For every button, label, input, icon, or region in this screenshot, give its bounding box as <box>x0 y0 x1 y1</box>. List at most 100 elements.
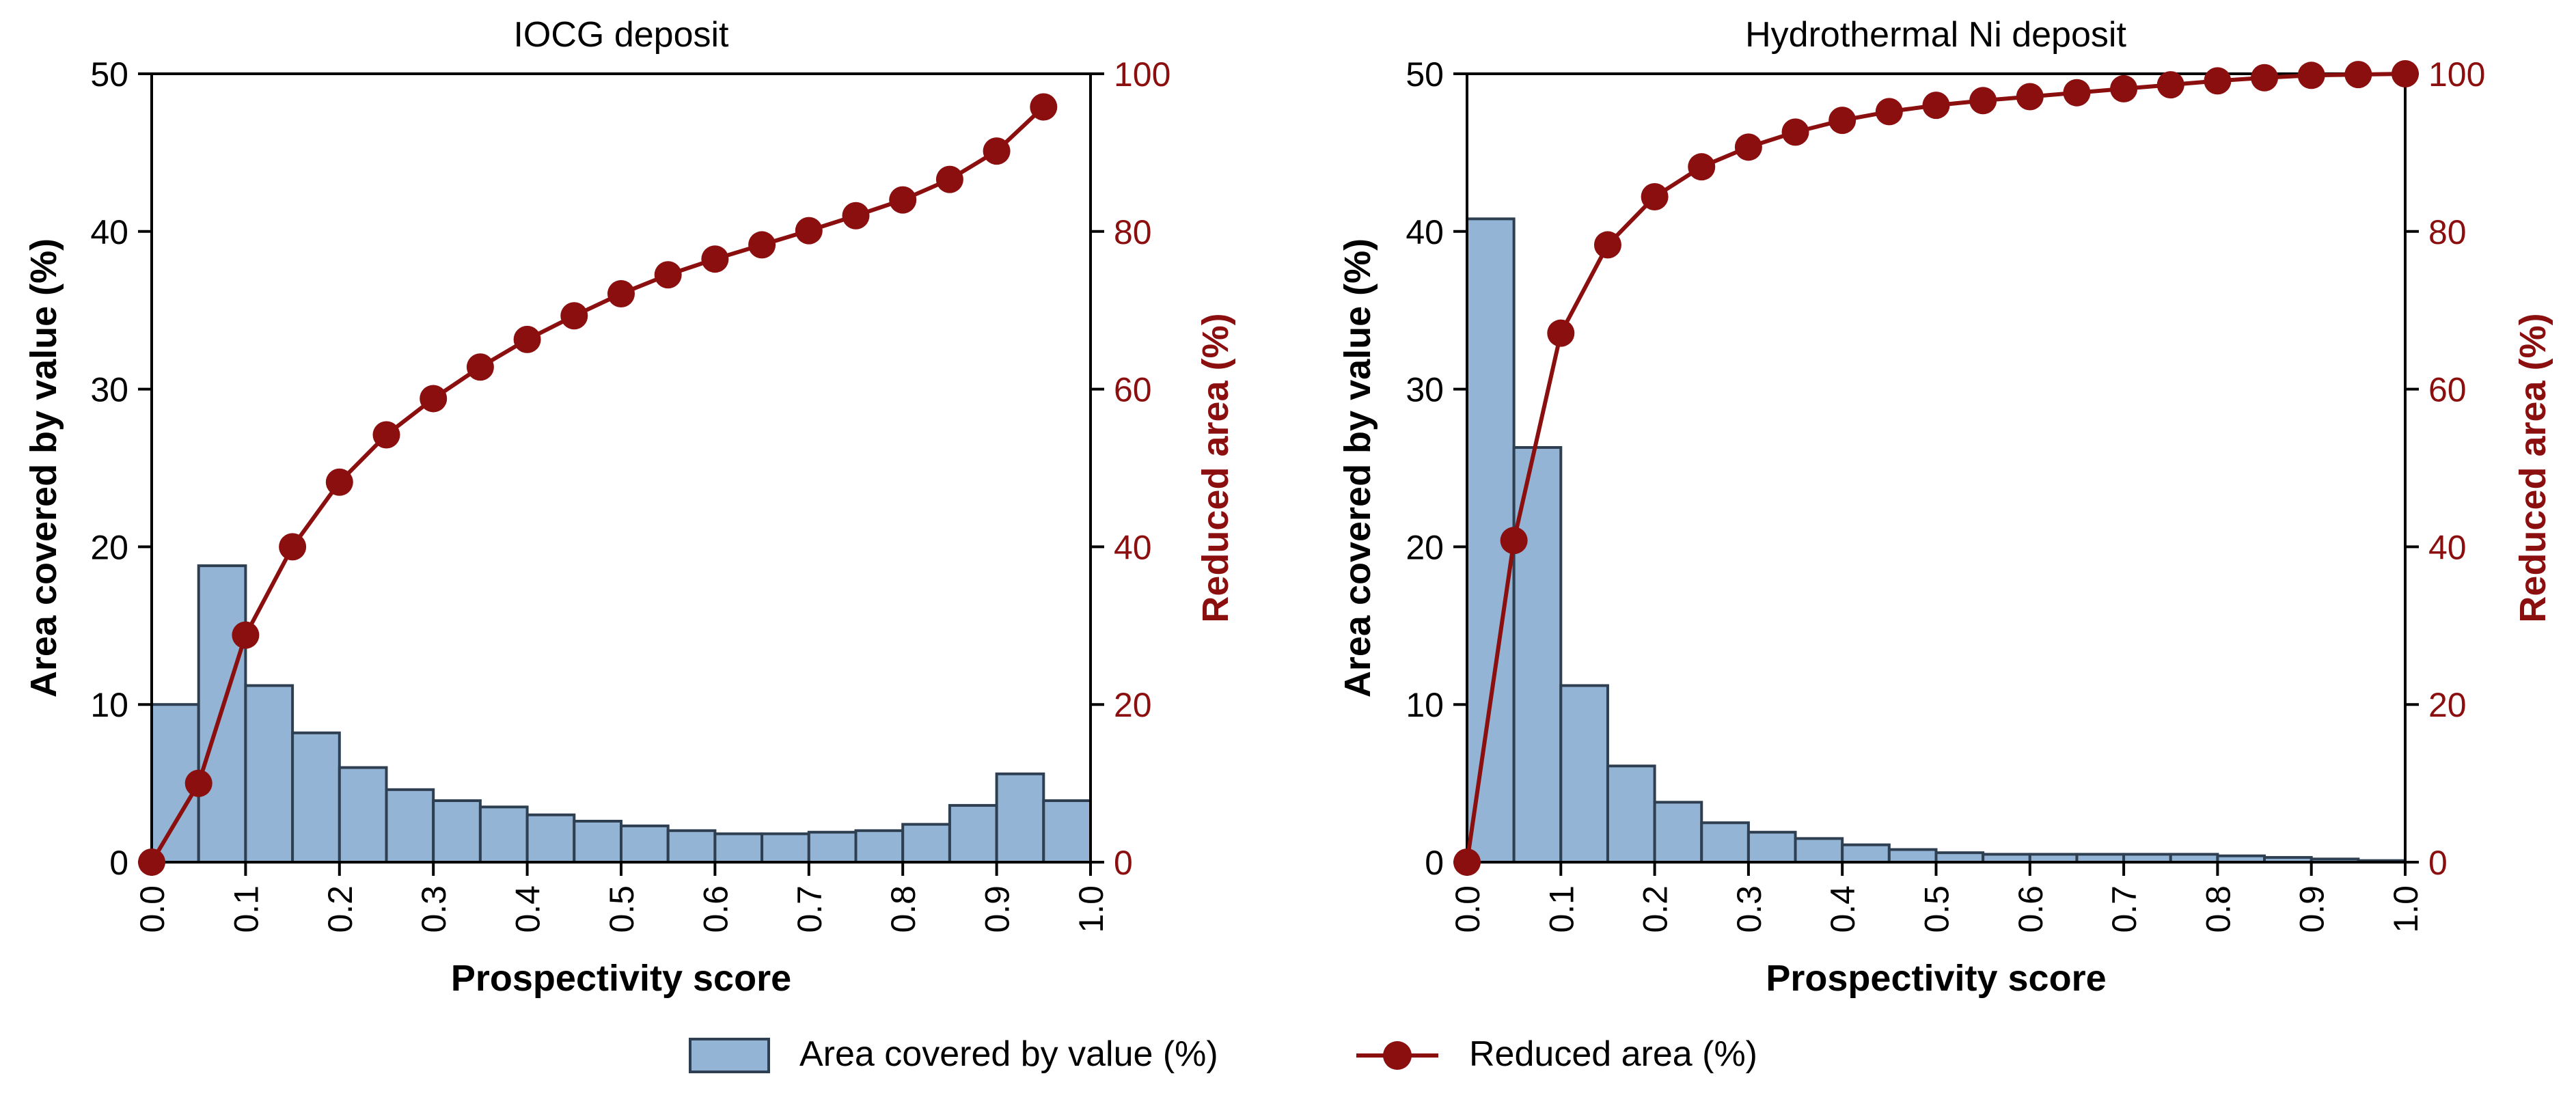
histogram-bar <box>244 684 294 864</box>
y2-tick-label: 40 <box>1114 528 1152 566</box>
histogram-bar <box>291 731 341 864</box>
x-tick-label: 0.2 <box>321 885 359 933</box>
y2-tick-label: 0 <box>2428 844 2448 882</box>
histogram-bar <box>338 766 388 864</box>
y2-tick-label: 100 <box>1114 55 1170 94</box>
y2-axis-label: Reduced area (%) <box>1195 313 1236 622</box>
x-tick-label: 0.7 <box>2105 885 2143 933</box>
chart-panel-hydrothermal-ni: 0.0 0.1 0.2 0.3 0.4 0.5 0.6 0.7 0.8 0.9 1.00102030… <box>1337 15 2553 999</box>
reduced-area-point <box>279 533 307 561</box>
reduced-area-point <box>184 769 213 797</box>
reduced-area-point <box>1969 87 1997 115</box>
histogram-bar <box>995 772 1045 864</box>
reduced-area-point <box>701 245 729 273</box>
x-tick-label: 0.9 <box>2293 885 2331 933</box>
x-axis-label: Prospectivity score <box>1766 958 2106 999</box>
reduced-area-point <box>748 231 776 259</box>
histogram-bar <box>385 788 435 864</box>
reduced-area-point <box>560 302 588 330</box>
reduced-area-point <box>325 468 353 496</box>
reduced-area-point <box>232 621 260 649</box>
histogram-bar <box>478 805 529 864</box>
y-tick-label: 10 <box>90 686 128 724</box>
y-tick-label: 40 <box>1406 213 1444 251</box>
y-tick-label: 20 <box>90 528 128 566</box>
reduced-area-point <box>1030 93 1058 121</box>
reduced-area-point <box>466 353 494 381</box>
chart-panel-iocg: 0.0 0.1 0.2 0.3 0.4 0.5 0.6 0.7 0.8 0.9 1.00102030… <box>23 15 1236 999</box>
reduced-area-point <box>607 279 635 307</box>
x-axis-label: Prospectivity score <box>451 958 791 999</box>
histogram-bar <box>1794 837 1844 864</box>
legend-line-label: Reduced area (%) <box>1469 1034 1757 1074</box>
histogram-bar <box>432 799 482 864</box>
histogram-bar <box>573 819 622 864</box>
histogram-bar <box>1841 843 1891 864</box>
y-tick-label: 30 <box>1406 371 1444 409</box>
y2-tick-label: 20 <box>1114 686 1152 724</box>
x-tick-label: 0.1 <box>227 885 265 933</box>
x-tick-label: 0.4 <box>509 885 547 933</box>
histogram-bar <box>901 823 951 864</box>
x-tick-label: 0.7 <box>791 885 829 933</box>
reduced-area-point <box>513 325 541 353</box>
y2-tick-label: 60 <box>2428 371 2467 409</box>
y-axis-label: Area covered by value (%) <box>1337 238 1378 698</box>
histogram-bar <box>1887 848 1938 864</box>
histogram-bar <box>807 831 858 864</box>
reduced-area-point <box>1875 98 1903 126</box>
histogram-bar <box>1746 831 1797 864</box>
reduced-area-point <box>1500 527 1528 555</box>
x-tick-label: 0.3 <box>415 885 453 933</box>
y2-tick-label: 20 <box>2428 686 2467 724</box>
reduced-area-point <box>2156 71 2184 99</box>
reduced-area-point <box>2297 61 2325 89</box>
x-tick-label: 0.8 <box>884 885 922 933</box>
y-tick-label: 10 <box>1406 686 1444 724</box>
chart-title: Hydrothermal Ni deposit <box>1745 15 2126 55</box>
reduced-area-point <box>842 202 870 230</box>
reduced-area-point <box>2016 83 2044 111</box>
y2-tick-label: 100 <box>2428 55 2485 94</box>
y-axis-label: Area covered by value (%) <box>23 238 64 698</box>
chart-title: IOCG deposit <box>513 15 729 55</box>
reduced-area-point <box>2063 79 2091 107</box>
histogram-bar <box>1934 851 1985 864</box>
reduced-area-point <box>1547 319 1575 347</box>
y2-tick-label: 80 <box>2428 213 2467 251</box>
y2-tick-label: 60 <box>1114 371 1152 409</box>
reduced-area-point <box>2110 74 2138 102</box>
legend-line-marker <box>1383 1041 1412 1070</box>
x-tick-label: 0.0 <box>133 885 172 933</box>
histogram-bar <box>1653 801 1703 864</box>
legend-bar-swatch <box>689 1038 770 1073</box>
reduced-area-point <box>889 186 917 214</box>
reduced-area-point <box>372 421 400 449</box>
reduced-area-point <box>1593 231 1621 259</box>
reduced-area-point <box>935 165 963 193</box>
y2-tick-label: 40 <box>2428 528 2467 566</box>
x-tick-label: 0.6 <box>2012 885 2050 933</box>
histogram-bar <box>1042 799 1093 864</box>
y2-tick-label: 0 <box>1114 844 1133 882</box>
y-tick-label: 50 <box>90 55 128 94</box>
reduced-area-point <box>983 137 1011 165</box>
x-tick-label: 1.0 <box>1072 885 1110 933</box>
x-tick-label: 0.3 <box>1730 885 1768 933</box>
y-tick-label: 30 <box>90 371 128 409</box>
y-tick-label: 0 <box>1425 844 1444 882</box>
reduced-area-point <box>1922 92 1950 120</box>
reduced-area-point <box>2344 61 2372 89</box>
y-tick-label: 40 <box>90 213 128 251</box>
y-tick-label: 20 <box>1406 528 1444 566</box>
x-tick-label: 0.4 <box>1824 885 1862 933</box>
histogram-bar <box>525 813 576 864</box>
histogram-bar <box>666 829 717 864</box>
reduced-area-point <box>1828 107 1856 135</box>
y2-tick-label: 80 <box>1114 213 1152 251</box>
reduced-area-point <box>1688 153 1716 181</box>
histogram-bar <box>620 824 670 864</box>
x-tick-label: 0.5 <box>1918 885 1956 933</box>
x-tick-label: 0.2 <box>1636 885 1675 933</box>
